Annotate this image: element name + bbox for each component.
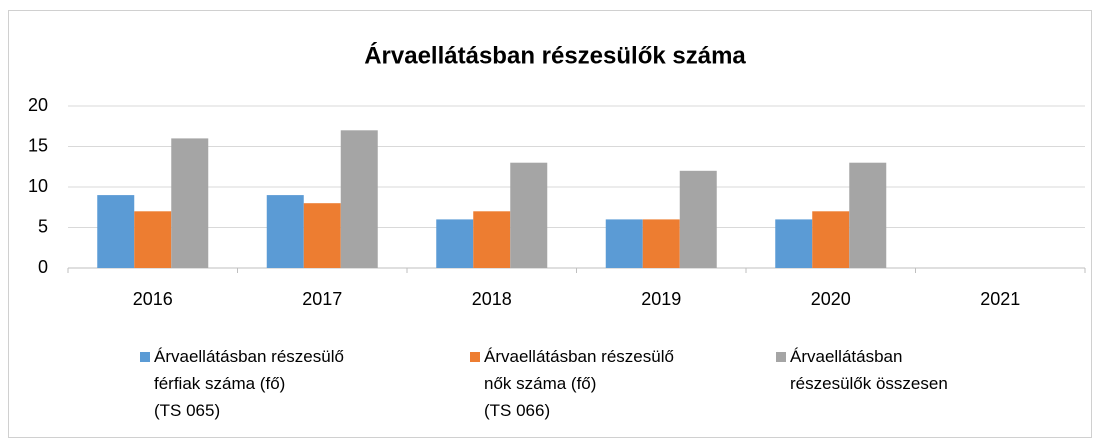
legend-swatch — [776, 352, 786, 362]
legend-entry: Árvaellátásban részesülők összesen — [776, 343, 948, 397]
bar — [473, 211, 511, 268]
bar — [266, 195, 304, 268]
legend-swatch — [140, 352, 150, 362]
bar — [849, 162, 887, 268]
bar — [134, 211, 172, 268]
y-tick-label: 10 — [28, 176, 48, 196]
bar — [303, 203, 341, 268]
x-tick-label: 2017 — [302, 289, 342, 309]
legend-label: Árvaellátásban részesülő férfiak száma (… — [154, 347, 344, 420]
y-tick-label: 20 — [28, 95, 48, 115]
x-tick-label: 2016 — [133, 289, 173, 309]
bar — [510, 162, 548, 268]
bar — [340, 130, 378, 268]
legend-label: Árvaellátásban részesülő nők száma (fő) … — [484, 347, 674, 420]
bar — [812, 211, 850, 268]
y-tick-label: 5 — [38, 216, 48, 236]
chart-title: Árvaellátásban részesülők száma — [364, 41, 746, 69]
bar — [679, 170, 717, 268]
x-tick-label: 2021 — [980, 289, 1020, 309]
bar — [775, 219, 813, 268]
legend-entry: Árvaellátásban részesülő nők száma (fő) … — [470, 343, 674, 424]
x-tick-label: 2020 — [811, 289, 851, 309]
bar — [171, 138, 209, 268]
y-tick-label: 0 — [38, 257, 48, 277]
legend-label: Árvaellátásban részesülők összesen — [790, 347, 948, 393]
x-tick-label: 2018 — [472, 289, 512, 309]
legend-entry: Árvaellátásban részesülő férfiak száma (… — [140, 343, 344, 424]
x-tick-label: 2019 — [641, 289, 681, 309]
legend-swatch — [470, 352, 480, 362]
bar — [436, 219, 474, 268]
bar — [97, 195, 135, 268]
bar — [605, 219, 643, 268]
y-tick-label: 15 — [28, 135, 48, 155]
bar — [642, 219, 680, 268]
